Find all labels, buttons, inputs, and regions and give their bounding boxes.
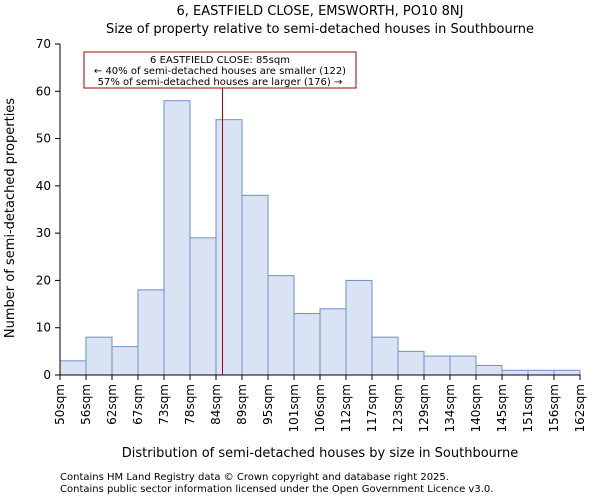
chart-svg: 6, EASTFIELD CLOSE, EMSWORTH, PO10 8NJ S… — [3, 4, 587, 461]
x-tick-label: 140sqm — [469, 384, 483, 432]
x-tick-label: 101sqm — [287, 384, 301, 432]
x-tick-label: 134sqm — [443, 384, 457, 432]
bar — [111, 346, 139, 376]
x-tick-label: 129sqm — [417, 384, 431, 432]
bar — [137, 289, 165, 376]
annotation-title: 6 EASTFIELD CLOSE: 85sqm — [150, 55, 290, 66]
bar — [371, 336, 399, 376]
bar — [241, 194, 269, 376]
bar — [527, 369, 555, 376]
bars-group — [59, 100, 581, 376]
annotation-frame — [83, 51, 357, 89]
x-axis-label: Distribution of semi-detached houses by … — [122, 446, 519, 461]
bar — [85, 336, 113, 376]
x-tick-label: 62sqm — [105, 384, 119, 425]
x-tick-label: 67sqm — [131, 384, 145, 425]
x-tick-label: 151sqm — [521, 384, 535, 432]
bar — [215, 119, 243, 376]
bar — [475, 365, 503, 376]
x-tick-label: 112sqm — [339, 384, 353, 432]
annotation-smaller: ← 40% of semi-detached houses are smalle… — [94, 66, 346, 77]
x-tick-label: 95sqm — [261, 384, 275, 425]
bar — [449, 355, 477, 376]
bar — [345, 279, 373, 376]
footer-licence: Contains public sector information licen… — [60, 484, 494, 495]
x-tick-label: 73sqm — [157, 384, 171, 425]
y-axis: 0 10 20 30 40 50 60 70 — [36, 37, 61, 382]
x-tick-label: 56sqm — [79, 384, 93, 425]
y-tick-label: 20 — [36, 273, 51, 287]
x-tick-label: 117sqm — [365, 384, 379, 432]
y-tick-label: 60 — [36, 84, 51, 98]
x-tick-label: 145sqm — [495, 384, 509, 432]
chart-subtitle: Size of property relative to semi-detach… — [106, 22, 534, 37]
bar — [189, 237, 217, 376]
y-axis-label: Number of semi-detached properties — [3, 98, 18, 338]
bar — [293, 313, 321, 376]
x-tick-label: 89sqm — [235, 384, 249, 425]
x-tick-label: 162sqm — [573, 384, 587, 432]
y-tick-label: 70 — [36, 37, 51, 51]
y-tick-label: 50 — [36, 132, 51, 146]
bar — [553, 369, 581, 376]
x-axis: 50sqm 56sqm 62sqm 67sqm 73sqm 78sqm 84sqm 89sqm… — [53, 374, 587, 432]
x-tick-label: 106sqm — [313, 384, 327, 432]
y-tick-label: 30 — [36, 226, 51, 240]
footer-copyright: Contains HM Land Registry data © Crown c… — [60, 472, 449, 483]
bar — [319, 308, 347, 376]
x-tick-label: 78sqm — [183, 384, 197, 425]
y-tick-label: 0 — [43, 368, 51, 382]
annotation-box: 6 EASTFIELD CLOSE: 85sqm ← 40% of semi-d… — [83, 51, 357, 89]
bar — [397, 350, 425, 376]
x-tick-label: 84sqm — [209, 384, 223, 425]
y-tick-label: 40 — [36, 179, 51, 193]
x-tick-label: 50sqm — [53, 384, 67, 425]
annotation-larger: 57% of semi-detached houses are larger (… — [98, 77, 343, 88]
x-tick-label: 156sqm — [547, 384, 561, 432]
x-tick-label: 123sqm — [391, 384, 405, 432]
bar — [501, 369, 529, 376]
bar — [163, 100, 191, 376]
bar — [267, 275, 295, 376]
y-tick-label: 10 — [36, 321, 51, 335]
chart-title: 6, EASTFIELD CLOSE, EMSWORTH, PO10 8NJ — [177, 4, 464, 19]
bar — [59, 360, 87, 376]
bar — [423, 355, 451, 376]
